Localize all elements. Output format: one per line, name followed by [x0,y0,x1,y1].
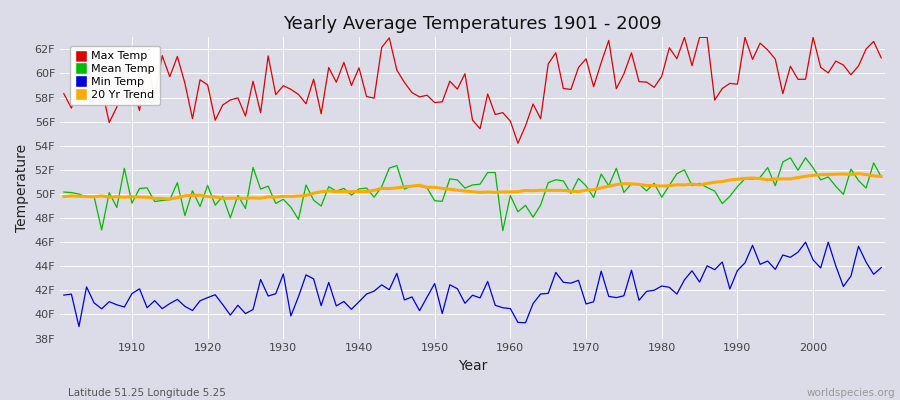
Title: Yearly Average Temperatures 1901 - 2009: Yearly Average Temperatures 1901 - 2009 [284,15,662,33]
Y-axis label: Temperature: Temperature [15,144,29,232]
Text: Latitude 51.25 Longitude 5.25: Latitude 51.25 Longitude 5.25 [68,388,225,398]
X-axis label: Year: Year [458,359,487,373]
Legend: Max Temp, Mean Temp, Min Temp, 20 Yr Trend: Max Temp, Mean Temp, Min Temp, 20 Yr Tre… [69,46,160,105]
Text: worldspecies.org: worldspecies.org [807,388,896,398]
